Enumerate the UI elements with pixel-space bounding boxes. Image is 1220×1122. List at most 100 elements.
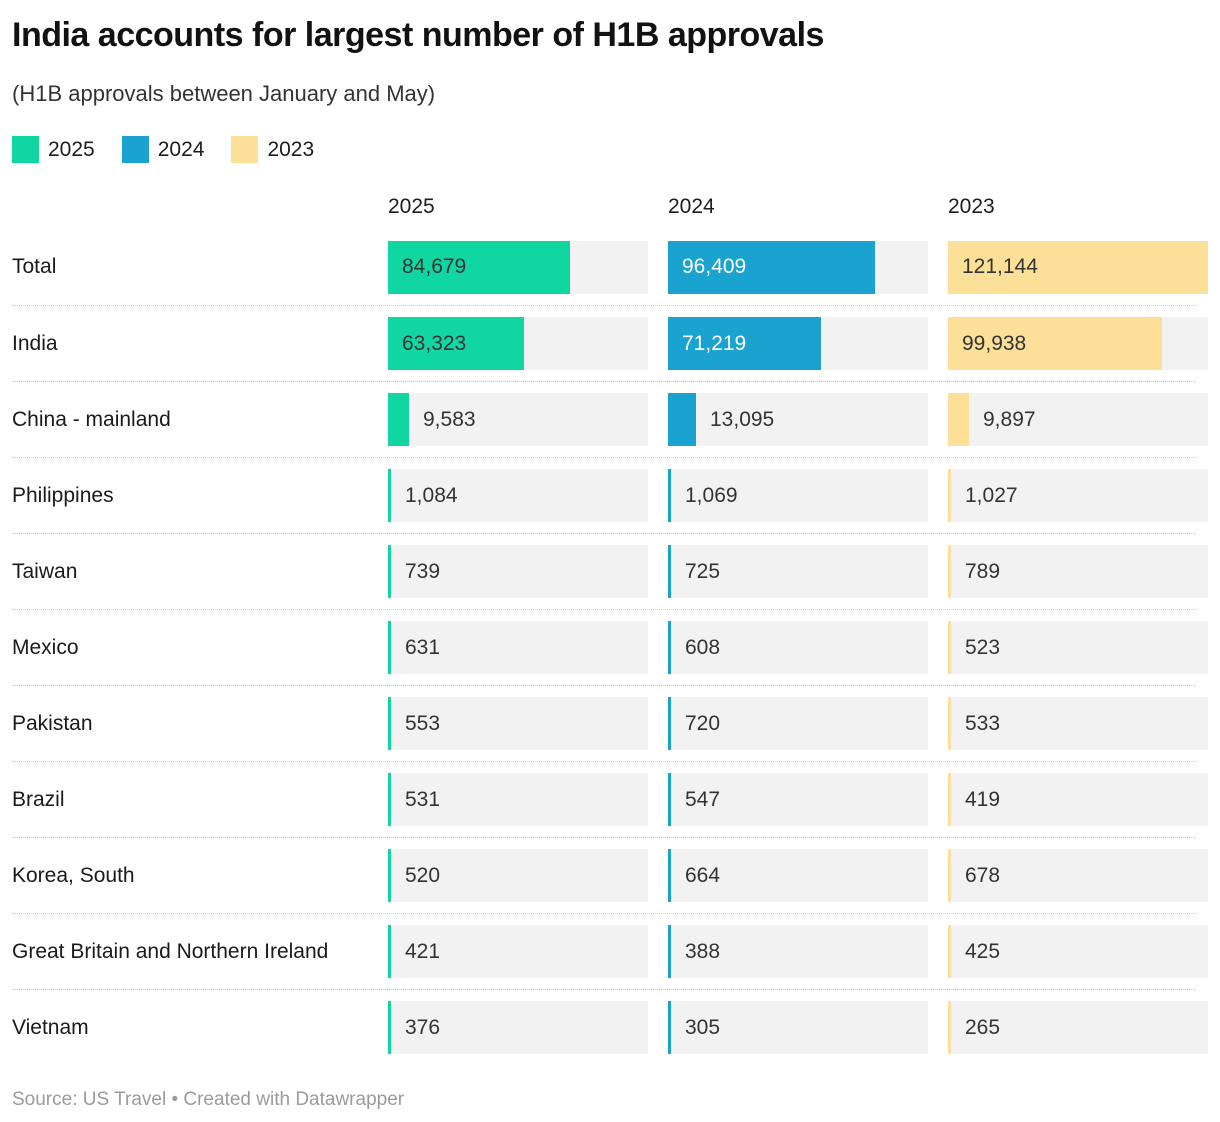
table-row: Taiwan 739 725 789 [12, 533, 1208, 609]
table-row: Total 84,679 96,409 121,144 [12, 229, 1208, 305]
bar-value-label: 520 [405, 863, 441, 887]
bar-2025 [388, 469, 391, 523]
bar-2024 [668, 773, 671, 827]
bar-track: 520 [388, 849, 648, 903]
bar-track: 531 [388, 773, 648, 827]
bar-track: 71,219 [668, 317, 928, 371]
bar-2025 [388, 925, 391, 979]
bar-2023 [948, 773, 951, 827]
legend-item-2024: 2024 [121, 136, 204, 164]
row-label: Total [12, 255, 57, 279]
bar-2024 [668, 1001, 671, 1055]
bar-cell-2024: 664 [668, 849, 928, 903]
bar-cell-2023: 265 [948, 1001, 1208, 1055]
column-header-2024: 2024 [668, 195, 715, 219]
bar-value-label: 376 [405, 1015, 441, 1039]
bar-value-label: 789 [965, 559, 1001, 583]
bar-value-label: 425 [965, 939, 1001, 963]
table-row: Brazil 531 547 419 [12, 761, 1208, 837]
chart-legend: 2025 2024 2023 [12, 136, 1196, 164]
bar-2025 [388, 621, 391, 675]
row-label: Vietnam [12, 1015, 89, 1039]
bar-value-label: 1,027 [965, 483, 1018, 507]
bar-track: 547 [668, 773, 928, 827]
bar-value-label: 71,219 [682, 331, 747, 355]
bar-2024 [668, 240, 875, 294]
bar-track: 388 [668, 925, 928, 979]
bar-track: 789 [948, 545, 1208, 599]
bar-cell-2025: 631 [388, 621, 648, 675]
table-row: Korea, South 520 664 678 [12, 837, 1208, 913]
table-row: India 63,323 71,219 99,938 [12, 305, 1208, 381]
bar-value-label: 9,583 [423, 407, 476, 431]
bar-value-label: 664 [685, 863, 721, 887]
bar-track: 1,027 [948, 469, 1208, 523]
bar-value-label: 631 [405, 635, 441, 659]
bar-track: 725 [668, 545, 928, 599]
bar-2023 [948, 849, 951, 903]
legend-label: 2023 [267, 137, 315, 161]
bar-cell-2023: 533 [948, 697, 1208, 751]
column-header-row: 2025 2024 2023 [12, 194, 1196, 220]
bar-value-label: 523 [965, 635, 1001, 659]
legend-item-2025: 2025 [12, 136, 95, 164]
legend-label: 2025 [48, 137, 95, 161]
bar-value-label: 84,679 [402, 255, 467, 279]
bar-cell-2023: 1,027 [948, 469, 1208, 523]
bar-cell-2025: 520 [388, 849, 648, 903]
bar-value-label: 531 [405, 787, 441, 811]
bar-cell-2024: 720 [668, 697, 928, 751]
bar-cell-2024: 71,219 [668, 317, 928, 371]
bar-cell-2024: 13,095 [668, 393, 928, 447]
bar-track: 664 [668, 849, 928, 903]
table-row: Philippines 1,084 1,069 1,027 [12, 457, 1208, 533]
bar-cell-2024: 1,069 [668, 469, 928, 523]
bar-cell-2025: 739 [388, 545, 648, 599]
bar-cell-2023: 419 [948, 773, 1208, 827]
table-row: Mexico 631 608 523 [12, 609, 1208, 685]
bar-2024 [668, 697, 671, 751]
table-row: Vietnam 376 305 265 [12, 989, 1208, 1065]
bar-value-label: 547 [685, 787, 721, 811]
bar-track: 9,583 [388, 393, 648, 447]
bar-cell-2024: 608 [668, 621, 928, 675]
bar-2024 [668, 469, 671, 523]
bar-track: 305 [668, 1001, 928, 1055]
bar-2025 [388, 545, 391, 599]
page-title: India accounts for largest number of H1B… [12, 16, 824, 54]
bar-2023 [948, 621, 951, 675]
bar-cell-2023: 425 [948, 925, 1208, 979]
bar-2023 [948, 469, 951, 523]
bar-cell-2023: 9,897 [948, 393, 1208, 447]
bar-track: 121,144 [948, 240, 1208, 294]
bar-2023 [948, 393, 969, 447]
bar-value-label: 421 [405, 939, 441, 963]
bar-track: 265 [948, 1001, 1208, 1055]
bar-2023 [948, 240, 1208, 294]
table-row: Great Britain and Northern Ireland 421 388… [12, 913, 1208, 989]
bar-2025 [388, 317, 524, 371]
bar-cell-2024: 96,409 [668, 240, 928, 294]
bar-value-label: 13,095 [710, 407, 775, 431]
bar-value-label: 739 [405, 559, 441, 583]
bar-track: 99,938 [948, 317, 1208, 371]
bar-2025 [388, 240, 570, 294]
bar-value-label: 305 [685, 1015, 721, 1039]
bar-2025 [388, 773, 391, 827]
bar-2024 [668, 849, 671, 903]
column-header-2025: 2025 [388, 195, 435, 219]
bar-track: 678 [948, 849, 1208, 903]
bar-2025 [388, 697, 391, 751]
bar-value-label: 608 [685, 635, 721, 659]
bar-value-label: 533 [965, 711, 1001, 735]
bar-cell-2024: 547 [668, 773, 928, 827]
bar-value-label: 553 [405, 711, 441, 735]
row-label: Pakistan [12, 711, 93, 735]
bar-2025 [388, 393, 409, 447]
bar-track: 631 [388, 621, 648, 675]
bar-track: 720 [668, 697, 928, 751]
row-label: China - mainland [12, 407, 171, 431]
bar-cell-2025: 553 [388, 697, 648, 751]
row-label: Mexico [12, 635, 79, 659]
